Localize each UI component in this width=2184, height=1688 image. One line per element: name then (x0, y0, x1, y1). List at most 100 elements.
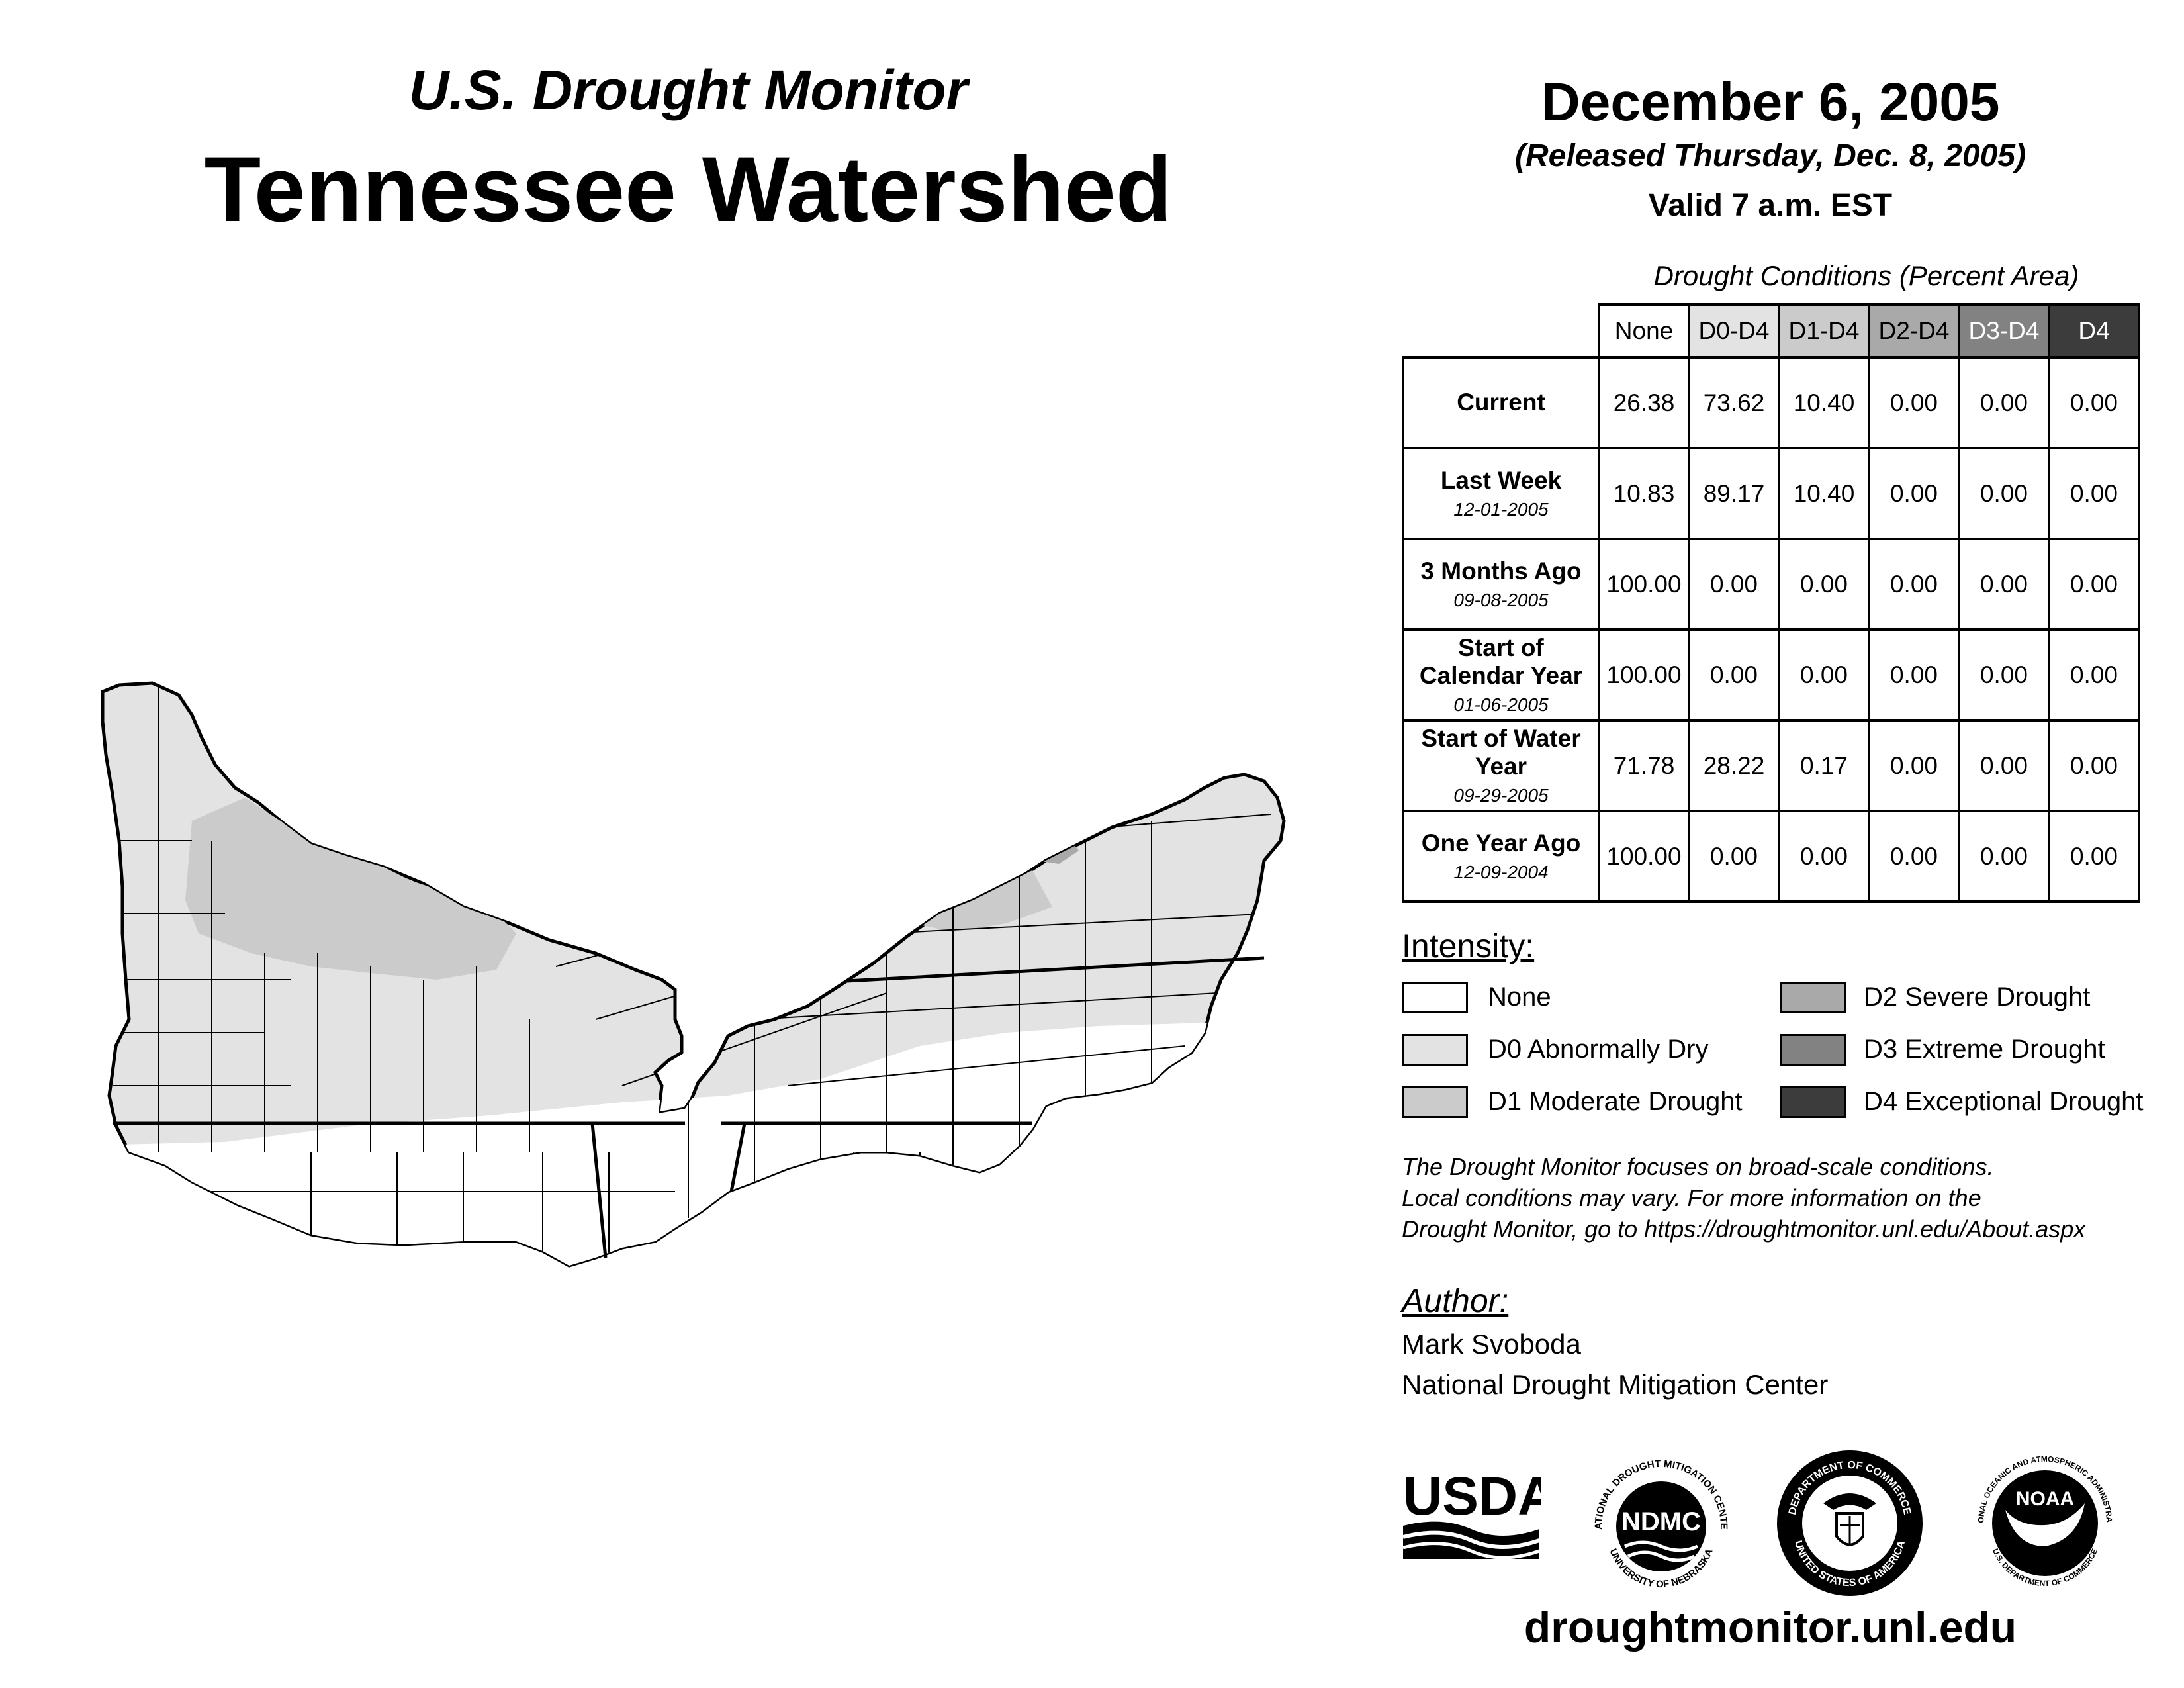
table-cell: 0.00 (2048, 810, 2140, 903)
noaa-bird-icon (2005, 1503, 2085, 1546)
table-cell: 0.00 (1688, 810, 1780, 903)
table-cell: 0.00 (1688, 538, 1780, 631)
table-cell: 0.00 (2048, 447, 2140, 540)
table-caption: Drought Conditions (Percent Area) (1653, 260, 2079, 291)
map-date: December 6, 2005 (1541, 72, 2000, 132)
legend-label-d2: D2 Severe Drought (1864, 982, 2091, 1011)
table-cell: 0.00 (2048, 356, 2140, 449)
note-line: The Drought Monitor focuses on broad-sca… (1402, 1153, 1994, 1180)
row-label-start-of-water-year: Start of Water Year 09-29-2005 (1402, 719, 1600, 812)
table-cell: 0.00 (1868, 628, 1960, 722)
table-cell: 0.00 (1958, 719, 2050, 812)
table-cell: 100.00 (1598, 538, 1690, 631)
table-cell: 10.83 (1598, 447, 1690, 540)
col-header-d1-d4: D1-D4 (1778, 303, 1870, 359)
legend-heading: Intensity: (1402, 927, 1535, 964)
table-cell: 0.00 (1778, 810, 1870, 903)
table-cell: 0.00 (1958, 810, 2050, 903)
row-date: 12-01-2005 (1453, 498, 1549, 520)
row-label-3-months-ago: 3 Months Ago 09-08-2005 (1402, 538, 1600, 631)
table-cell: 73.62 (1688, 356, 1780, 449)
usda-logo-text: USDA (1403, 1466, 1541, 1526)
col-header-d0-d4: D0-D4 (1688, 303, 1780, 359)
table-cell: 10.40 (1778, 447, 1870, 540)
disclaimer-note: The Drought Monitor focuses on broad-sca… (1402, 1152, 2163, 1244)
table-row: Current 26.38 73.62 10.40 0.00 0.00 0.00 (1402, 356, 2140, 449)
legend-swatch-d3 (1780, 1034, 1846, 1066)
table-cell: 0.00 (1868, 538, 1960, 631)
d1-area (185, 798, 516, 980)
legend-swatch-d1 (1402, 1086, 1468, 1118)
table-cell: 0.00 (2048, 628, 2140, 722)
author-name: Mark Svoboda (1402, 1329, 1581, 1360)
noaa-logo: NATIONAL OCEANIC AND ATMOSPHERIC ADMINIS… (1969, 1447, 2114, 1588)
d1-area-northeast (913, 870, 1052, 932)
legend-swatch-d2 (1780, 982, 1846, 1013)
noaa-logo-text: NOAA (2016, 1488, 2074, 1510)
col-header-none: None (1598, 303, 1690, 359)
legend-swatch-none (1402, 982, 1468, 1013)
table-row: 3 Months Ago 09-08-2005 100.00 0.00 0.00 … (1402, 538, 2140, 631)
legend-swatch-d0 (1402, 1034, 1468, 1066)
table-header-row: None D0-D4 D1-D4 D2-D4 D3-D4 D4 (1403, 303, 2140, 359)
commerce-seal-logo: DEPARTMENT OF COMMERCE UNITED STATES OF … (1777, 1450, 1923, 1596)
col-header-d4: D4 (2048, 303, 2140, 359)
row-date: 12-09-2004 (1453, 861, 1549, 882)
website-url: droughtmonitor.unl.edu (1524, 1603, 2017, 1652)
table-cell: 100.00 (1598, 810, 1690, 903)
table-cell: 0.00 (1778, 538, 1870, 631)
row-label-current: Current (1402, 356, 1600, 449)
state-lines (113, 956, 1265, 1258)
legend-label-d3: D3 Extreme Drought (1864, 1035, 2105, 1064)
row-date: 01-06-2005 (1453, 694, 1549, 715)
legend-swatch-d4 (1780, 1086, 1846, 1118)
table-cell: 0.00 (1778, 628, 1870, 722)
watershed-map-svg (101, 681, 1286, 1268)
ndmc-logo-text: NDMC (1621, 1507, 1701, 1536)
legend-label-d0: D0 Abnormally Dry (1488, 1035, 1709, 1064)
note-line: Drought Monitor, go to https://droughtmo… (1402, 1215, 2086, 1243)
row-date: 09-08-2005 (1453, 589, 1549, 610)
table-cell: 100.00 (1598, 628, 1690, 722)
table-cell: 0.00 (1688, 628, 1780, 722)
table-row: Start of Calendar Year 01-06-2005 100.00 … (1402, 628, 2140, 722)
table-row: Last Week 12-01-2005 10.83 89.17 10.40 0.… (1402, 447, 2140, 540)
release-date: (Released Thursday, Dec. 8, 2005) (1515, 138, 2026, 173)
county-lines (113, 688, 1271, 1266)
table-cell: 89.17 (1688, 447, 1780, 540)
header-blank-cell (1403, 305, 1599, 359)
table-cell: 0.00 (1958, 628, 2050, 722)
legend-label-d4: D4 Exceptional Drought (1864, 1087, 2144, 1116)
row-label-start-of-calendar-year: Start of Calendar Year 01-06-2005 (1402, 628, 1600, 722)
table-cell: 26.38 (1598, 356, 1690, 449)
row-label-last-week: Last Week 12-01-2005 (1402, 447, 1600, 540)
table-cell: 0.00 (1958, 356, 2050, 449)
table-cell: 0.00 (1868, 810, 1960, 903)
author-org: National Drought Mitigation Center (1402, 1369, 1829, 1400)
usda-logo: USDA (1402, 1466, 1541, 1560)
watershed-map (93, 622, 1317, 1304)
col-header-d2-d4: D2-D4 (1868, 303, 1960, 359)
table-row: One Year Ago 12-09-2004 100.00 0.00 0.00 … (1402, 810, 2140, 903)
valid-time: Valid 7 a.m. EST (1648, 188, 1893, 223)
ndmc-logo: NATIONAL DROUGHT MITIGATION CENTER UNIVE… (1588, 1454, 1729, 1590)
table-cell: 0.00 (2048, 719, 2140, 812)
eagle-icon (1823, 1493, 1876, 1510)
legend-label-none: None (1488, 982, 1551, 1011)
drought-conditions-table: None D0-D4 D1-D4 D2-D4 D3-D4 D4 Current … (1402, 303, 2140, 903)
table-cell: 0.17 (1778, 719, 1870, 812)
table-cell: 0.00 (1868, 719, 1960, 812)
note-line: Local conditions may vary. For more info… (1402, 1184, 1981, 1211)
table-cell: 0.00 (1958, 538, 2050, 631)
table-cell: 0.00 (1958, 447, 2050, 540)
row-label-one-year-ago: One Year Ago 12-09-2004 (1402, 810, 1600, 903)
table-cell: 71.78 (1598, 719, 1690, 812)
author-heading: Author: (1402, 1282, 1509, 1319)
table-cell: 0.00 (1868, 447, 1960, 540)
table-row: Start of Water Year 09-29-2005 71.78 28.2… (1402, 719, 2140, 812)
shield-icon (1835, 1512, 1864, 1546)
col-header-d3-d4: D3-D4 (1958, 303, 2050, 359)
table-cell: 0.00 (1868, 356, 1960, 449)
legend-label-d1: D1 Moderate Drought (1488, 1087, 1743, 1116)
table-cell: 10.40 (1778, 356, 1870, 449)
